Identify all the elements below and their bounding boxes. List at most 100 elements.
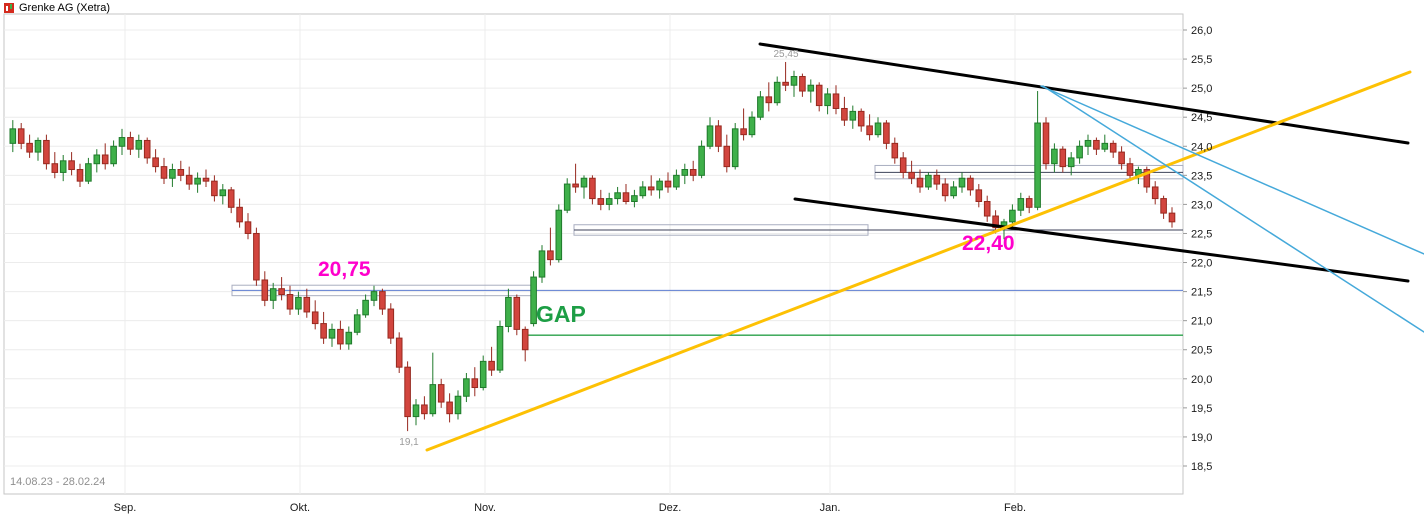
candle-body <box>9 128 17 144</box>
candle-body <box>832 93 840 109</box>
y-axis-label: 22,0 <box>1191 258 1212 270</box>
candle-body <box>278 288 285 296</box>
candle-body <box>664 180 672 188</box>
candle-body <box>933 174 941 185</box>
candle-body <box>521 328 529 351</box>
candle-body <box>337 328 344 345</box>
candle-body <box>1168 212 1176 223</box>
candle-body <box>925 174 932 188</box>
candle-body <box>421 404 428 415</box>
candle-body <box>715 125 722 147</box>
candle-body <box>143 139 151 159</box>
fan-line-2 <box>1042 85 1424 333</box>
candle-body <box>362 299 369 316</box>
candle-body <box>454 395 462 415</box>
candle-body <box>479 360 487 389</box>
candle-body <box>101 154 109 165</box>
candle-body <box>1143 169 1151 188</box>
x-axis-label: Okt. <box>290 502 310 514</box>
candle-body <box>437 384 445 403</box>
candle-body <box>269 288 277 301</box>
candle-body <box>1017 198 1025 211</box>
candle-body <box>689 169 697 176</box>
candle-body <box>505 296 512 327</box>
candle-body <box>975 189 983 202</box>
candle-body <box>1067 157 1075 168</box>
y-axis-label: 25,5 <box>1191 54 1212 66</box>
x-axis-label: Jan. <box>820 502 841 514</box>
candle-body <box>656 180 663 191</box>
candle-body <box>1025 198 1033 208</box>
candle-body <box>899 157 907 173</box>
candle-body <box>51 163 59 173</box>
candle-body <box>891 142 899 159</box>
candle-body <box>815 84 823 107</box>
candle-body <box>1126 163 1134 176</box>
candle-body <box>866 125 873 136</box>
candle-body <box>639 186 647 197</box>
candle-body <box>849 110 857 121</box>
x-axis-label: Nov. <box>474 502 496 514</box>
candle-body <box>958 177 966 188</box>
candle-body <box>219 189 227 197</box>
candle-body <box>261 279 269 301</box>
candle-body <box>34 139 42 153</box>
candle-body <box>295 296 302 310</box>
candle-body <box>328 328 336 339</box>
candle-body <box>68 160 75 171</box>
candle-body <box>135 139 143 150</box>
candle-body <box>706 125 714 147</box>
candle-body <box>992 215 999 229</box>
candle-body <box>790 76 798 86</box>
candle-body <box>740 128 747 136</box>
gap-text-label: GAP <box>536 301 586 327</box>
candle-body <box>429 384 437 415</box>
candle-body <box>1009 209 1016 223</box>
candle-body <box>597 198 605 205</box>
y-axis-label: 26,0 <box>1191 25 1212 37</box>
candle-body <box>320 323 327 339</box>
gap-price-label: 20,75 <box>318 258 371 281</box>
candle-body <box>547 250 554 261</box>
candle-body <box>1059 148 1067 168</box>
candle-body <box>614 192 621 200</box>
rising-support-line <box>425 70 1412 452</box>
candle-body <box>194 177 201 185</box>
candle-body <box>236 206 243 223</box>
candle-body <box>857 110 865 127</box>
candle-body <box>782 81 789 86</box>
candle-body <box>412 404 420 418</box>
candle-body <box>303 296 311 313</box>
brand-icon <box>4 3 14 13</box>
candle-body <box>983 200 991 217</box>
candle-body <box>647 186 655 191</box>
candle-body <box>1160 198 1167 214</box>
candle-body <box>555 209 563 261</box>
candle-body <box>59 160 67 173</box>
candle-body <box>681 169 689 176</box>
candle-body <box>253 232 260 281</box>
y-axis-label: 18,5 <box>1191 461 1212 473</box>
x-axis-label: Feb. <box>1004 502 1026 514</box>
candle-body <box>731 128 739 168</box>
low-price-label: 19,1 <box>399 437 419 448</box>
support-price-label: 22,40 <box>962 232 1015 255</box>
candle-body <box>127 137 134 150</box>
y-axis-label: 24,0 <box>1191 141 1212 153</box>
date-range-label: 14.08.23 - 28.02.24 <box>10 476 106 488</box>
candle-body <box>160 166 168 179</box>
candle-body <box>85 163 92 182</box>
candle-body <box>76 169 84 182</box>
candle-body <box>622 192 630 202</box>
candle-body <box>227 189 235 208</box>
candle-body <box>841 107 848 121</box>
lower-channel-line <box>793 197 1410 283</box>
candle-body <box>563 183 571 211</box>
candle-body <box>605 198 613 205</box>
candle-body <box>698 145 705 176</box>
candle-body <box>874 122 882 136</box>
candle-body <box>538 250 546 278</box>
candle-body <box>395 337 403 368</box>
